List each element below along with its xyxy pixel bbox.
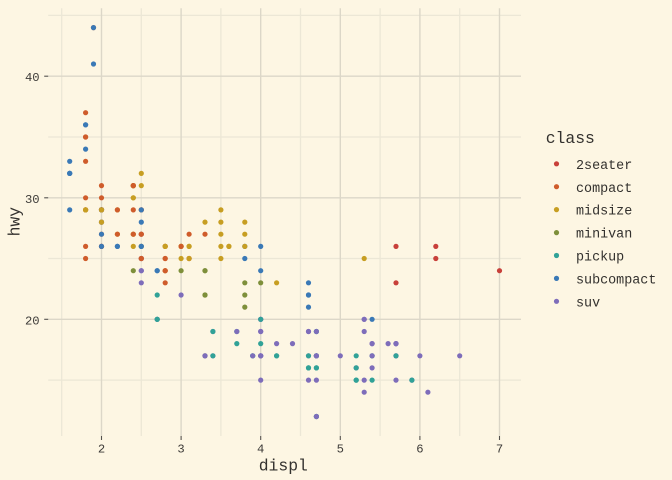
- svg-text:20: 20: [25, 314, 40, 328]
- svg-text:4: 4: [257, 443, 264, 457]
- svg-text:hwy: hwy: [6, 207, 25, 237]
- svg-text:subcompact: subcompact: [576, 274, 656, 289]
- svg-text:6: 6: [416, 443, 423, 457]
- svg-text:2: 2: [98, 443, 105, 457]
- svg-text:40: 40: [25, 71, 40, 85]
- svg-text:2seater: 2seater: [576, 159, 632, 174]
- svg-text:7: 7: [496, 443, 503, 457]
- svg-text:class: class: [546, 129, 595, 148]
- svg-text:minivan: minivan: [576, 228, 632, 243]
- svg-text:suv: suv: [576, 296, 600, 311]
- svg-text:compact: compact: [576, 182, 632, 197]
- svg-text:30: 30: [25, 193, 40, 207]
- svg-text:5: 5: [337, 443, 344, 457]
- svg-text:3: 3: [177, 443, 184, 457]
- svg-text:midsize: midsize: [576, 205, 632, 220]
- svg-text:pickup: pickup: [576, 251, 624, 266]
- svg-text:displ: displ: [259, 456, 308, 475]
